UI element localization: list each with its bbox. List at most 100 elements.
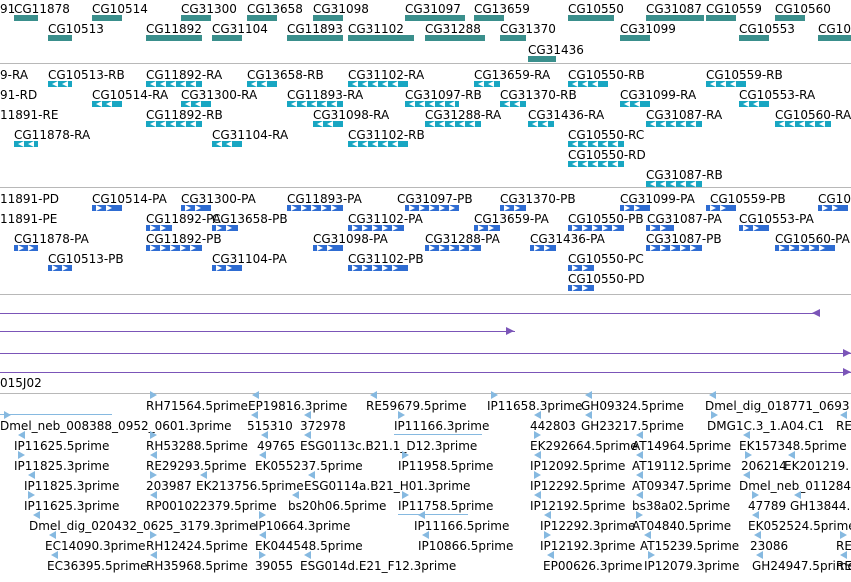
- est-label[interactable]: IP11625.3prime: [24, 499, 120, 513]
- gene-feature[interactable]: [528, 56, 556, 62]
- est-marker-icon[interactable]: [150, 491, 157, 499]
- est-label[interactable]: 49765: [257, 439, 296, 453]
- est-label[interactable]: IP12292.3prime: [540, 519, 636, 533]
- est-label[interactable]: 203987: [146, 479, 192, 493]
- protein-feature[interactable]: [348, 265, 408, 271]
- protein-feature[interactable]: [48, 265, 72, 271]
- gene-label[interactable]: 91: [0, 2, 16, 16]
- est-label[interactable]: DMG1C.3_1.A04.C1: [707, 419, 825, 433]
- est-label[interactable]: RE: [836, 539, 851, 553]
- protein-label[interactable]: 11891-PE: [0, 212, 58, 226]
- protein-label[interactable]: CG31087-PB: [646, 232, 722, 246]
- est-marker-icon[interactable]: [402, 491, 409, 499]
- gene-label[interactable]: CG31102: [348, 22, 404, 36]
- est-marker-icon[interactable]: [51, 551, 58, 559]
- est-marker-icon[interactable]: [150, 431, 157, 439]
- est-marker-icon[interactable]: [709, 391, 716, 399]
- est-marker-icon[interactable]: [840, 411, 847, 419]
- transcript-feature[interactable]: [568, 81, 608, 87]
- est-label[interactable]: RH53288.5prime: [146, 439, 248, 453]
- protein-label[interactable]: CG10514-PA: [92, 192, 167, 206]
- protein-feature[interactable]: [212, 225, 238, 231]
- protein-label[interactable]: CG10: [818, 192, 851, 206]
- transcript-label[interactable]: CG31370-RB: [500, 88, 577, 102]
- gene-label[interactable]: CG31097: [405, 2, 461, 16]
- protein-feature[interactable]: [568, 265, 594, 271]
- alignment-line[interactable]: [0, 353, 851, 354]
- est-label[interactable]: Dmel_neb_011284: [739, 479, 851, 493]
- protein-label[interactable]: CG31097-PB: [397, 192, 473, 206]
- est-marker-icon[interactable]: [756, 551, 763, 559]
- protein-label[interactable]: CG31099-PA: [620, 192, 695, 206]
- protein-label[interactable]: CG11893-PA: [287, 192, 362, 206]
- transcript-label[interactable]: CG10553-RA: [739, 88, 816, 102]
- gene-label[interactable]: CG31436: [528, 43, 584, 57]
- est-marker-icon[interactable]: [150, 391, 157, 399]
- est-label[interactable]: RE29293.5prime: [146, 459, 247, 473]
- est-marker-icon[interactable]: [304, 411, 311, 419]
- transcript-label[interactable]: CG10513-RB: [48, 68, 125, 82]
- est-label[interactable]: IP11758.5prime: [398, 499, 494, 513]
- gene-feature[interactable]: [706, 15, 736, 21]
- transcript-label[interactable]: CG13658-RB: [247, 68, 324, 82]
- gene-feature[interactable]: [500, 35, 526, 41]
- est-marker-icon[interactable]: [745, 451, 752, 459]
- est-marker-icon[interactable]: [585, 391, 592, 399]
- est-marker-icon[interactable]: [544, 531, 551, 539]
- transcript-label[interactable]: CG31099-RA: [620, 88, 697, 102]
- est-label[interactable]: IP12192.3prime: [540, 539, 636, 553]
- transcript-label[interactable]: CG31087-RA: [646, 108, 723, 122]
- transcript-label[interactable]: CG13659-RA: [474, 68, 551, 82]
- est-marker-icon[interactable]: [491, 391, 498, 399]
- est-marker-icon[interactable]: [644, 531, 651, 539]
- transcript-feature[interactable]: [500, 101, 526, 107]
- gene-feature[interactable]: [181, 15, 211, 21]
- est-label[interactable]: AT15239.5prime: [640, 539, 740, 553]
- transcript-label[interactable]: CG10514-RA: [92, 88, 169, 102]
- protein-label[interactable]: CG31300-PA: [181, 192, 256, 206]
- gene-label[interactable]: CG11878: [14, 2, 70, 16]
- protein-feature[interactable]: [146, 225, 172, 231]
- est-label[interactable]: IP10866.5prime: [418, 539, 514, 553]
- gene-label[interactable]: CG10550: [568, 2, 624, 16]
- est-marker-icon[interactable]: [711, 411, 718, 419]
- transcript-label[interactable]: CG11892-RA: [146, 68, 223, 82]
- transcript-label[interactable]: CG11893-RA: [287, 88, 364, 102]
- gene-feature[interactable]: [775, 15, 805, 21]
- gene-label[interactable]: CG11893: [287, 22, 343, 36]
- est-label[interactable]: GH24947.5prime: [752, 559, 851, 573]
- est-marker-icon[interactable]: [200, 471, 207, 479]
- est-marker-icon[interactable]: [752, 491, 759, 499]
- est-label[interactable]: EP19816.3prime: [248, 399, 348, 413]
- est-marker-icon[interactable]: [292, 491, 299, 499]
- est-label[interactable]: EK052524.5prime: [748, 519, 851, 533]
- gene-label[interactable]: CG10553: [739, 22, 795, 36]
- est-marker-icon[interactable]: [754, 531, 761, 539]
- est-marker-icon[interactable]: [150, 551, 157, 559]
- gene-feature[interactable]: [620, 35, 650, 41]
- gene-feature[interactable]: [818, 35, 851, 41]
- est-marker-icon[interactable]: [648, 551, 655, 559]
- est-label[interactable]: 515310: [247, 419, 293, 433]
- est-marker-icon[interactable]: [150, 451, 157, 459]
- gene-feature[interactable]: [405, 15, 465, 21]
- est-marker-icon[interactable]: [28, 491, 35, 499]
- gene-feature[interactable]: [92, 15, 122, 21]
- protein-feature[interactable]: [775, 245, 835, 251]
- protein-label[interactable]: CG31370-PB: [500, 192, 576, 206]
- est-marker-icon[interactable]: [752, 511, 759, 519]
- est-label[interactable]: GH09324.5prime: [581, 399, 684, 413]
- est-label[interactable]: IP12292.5prime: [530, 479, 626, 493]
- est-marker-icon[interactable]: [547, 551, 554, 559]
- transcript-feature[interactable]: [706, 81, 746, 87]
- est-marker-icon[interactable]: [4, 411, 11, 419]
- protein-feature[interactable]: [474, 225, 500, 231]
- est-label[interactable]: RH35968.5prime: [146, 559, 248, 573]
- protein-label[interactable]: CG10553-PA: [739, 212, 814, 226]
- transcript-feature[interactable]: [528, 121, 554, 127]
- transcript-label[interactable]: CG31087-RB: [646, 168, 723, 182]
- protein-label[interactable]: CG10550-PB: [568, 212, 644, 226]
- transcript-label[interactable]: 11891-RE: [0, 108, 59, 122]
- gene-feature[interactable]: [146, 35, 202, 41]
- gene-label[interactable]: CG13659: [474, 2, 530, 16]
